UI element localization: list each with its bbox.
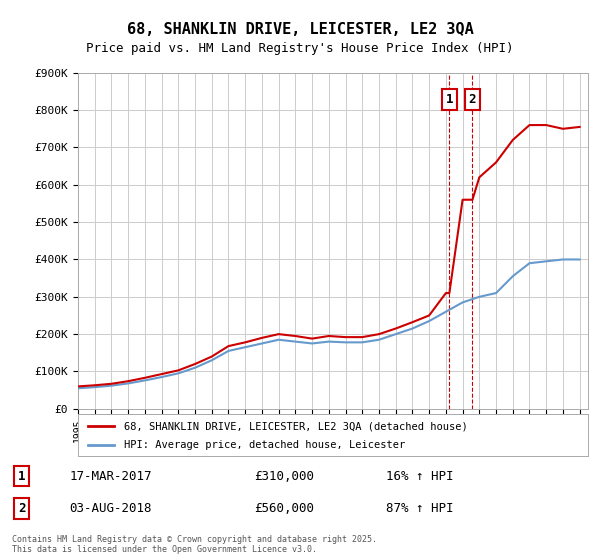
- Text: £560,000: £560,000: [254, 502, 314, 515]
- Text: 68, SHANKLIN DRIVE, LEICESTER, LE2 3QA: 68, SHANKLIN DRIVE, LEICESTER, LE2 3QA: [127, 22, 473, 38]
- Text: 1: 1: [18, 470, 25, 483]
- Text: 68, SHANKLIN DRIVE, LEICESTER, LE2 3QA (detached house): 68, SHANKLIN DRIVE, LEICESTER, LE2 3QA (…: [124, 421, 467, 431]
- Text: Contains HM Land Registry data © Crown copyright and database right 2025.
This d: Contains HM Land Registry data © Crown c…: [12, 535, 377, 554]
- Text: 87% ↑ HPI: 87% ↑ HPI: [386, 502, 454, 515]
- Text: 03-AUG-2018: 03-AUG-2018: [70, 502, 152, 515]
- Text: 17-MAR-2017: 17-MAR-2017: [70, 470, 152, 483]
- Text: 1: 1: [446, 93, 453, 106]
- Text: 2: 2: [469, 93, 476, 106]
- Text: HPI: Average price, detached house, Leicester: HPI: Average price, detached house, Leic…: [124, 440, 405, 450]
- Text: £310,000: £310,000: [254, 470, 314, 483]
- Text: 16% ↑ HPI: 16% ↑ HPI: [386, 470, 454, 483]
- Text: 2: 2: [18, 502, 25, 515]
- Text: Price paid vs. HM Land Registry's House Price Index (HPI): Price paid vs. HM Land Registry's House …: [86, 42, 514, 55]
